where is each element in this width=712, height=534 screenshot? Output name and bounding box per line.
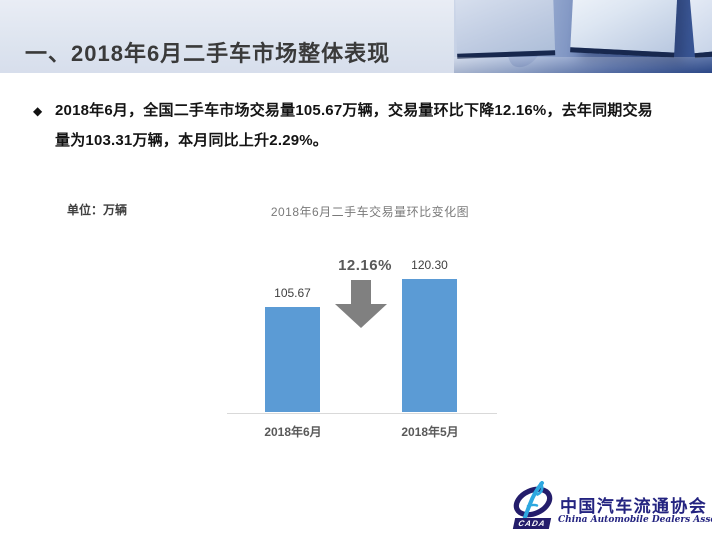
bar-may [402,279,457,412]
logo-chinese-name: 中国汽车流通协会 [560,497,708,517]
summary-text-line: 量为103.31万辆，本月同比上升2.29%。 [55,132,329,149]
bar-chart: 12.16% 105.67 120.30 2018年6月 2018年5月 [227,255,497,439]
x-axis-label-june: 2018年6月 [264,425,322,439]
cube-graphic [570,0,678,58]
logo-english-name: China Automobile Dealers Association [558,515,712,525]
page-title: 一、2018年6月二手车市场整体表现 [25,41,391,66]
cada-logo: CADA 中国汽车流通协会 China Automobile Dealers A… [508,479,712,531]
bar-june [265,307,320,412]
bar-value-label: 120.30 [411,258,448,272]
cube-graphic [689,0,712,59]
diamond-bullet-icon: ◆ [33,104,43,118]
summary-text-line: 2018年6月，全国二手车市场交易量105.67万辆，交易量环比下降12.16%… [55,102,653,119]
cube-graphic [454,0,556,59]
cada-acronym: CADA [517,518,547,528]
x-axis-label-may: 2018年5月 [401,425,459,439]
bar-column-may: 120.30 [402,258,457,412]
down-arrow-icon [335,280,387,328]
chart-unit-label: 单位：万辆 [67,203,128,217]
header-decoration-cubes [454,0,712,73]
slide-header: 一、2018年6月二手车市场整体表现 [0,0,712,73]
chart-title: 2018年6月二手车交易量环比变化图 [270,205,470,219]
cada-emblem-icon [513,481,553,521]
summary-paragraph: ◆ 2018年6月，全国二手车市场交易量105.67万辆，交易量环比下降12.1… [33,96,693,156]
change-percent-label: 12.16% [338,257,392,274]
cada-acronym-ribbon: CADA [512,518,552,529]
bar-column-june: 105.67 [265,286,320,412]
bar-value-label: 105.67 [274,286,311,300]
